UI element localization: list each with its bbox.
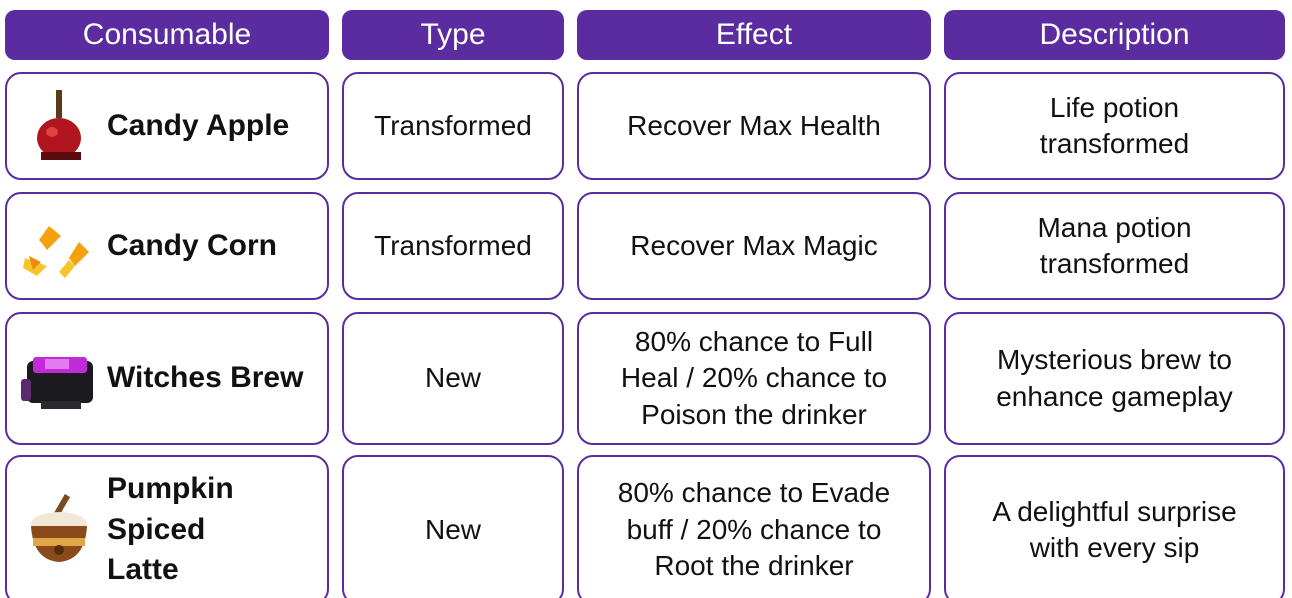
pumpkin-latte-icon (31, 493, 87, 562)
item-name: Pumpkin Spiced Latte (107, 472, 234, 587)
item-effect: Recover Max Health (627, 109, 881, 141)
item-name: Witches Brew (107, 361, 304, 395)
header-cell: Description (944, 10, 1285, 60)
cell: Pumpkin Spiced Latte (5, 455, 329, 598)
item-type: Transformed (374, 229, 532, 261)
item-description: A delightful surprise with every sip (992, 495, 1237, 563)
cell: Candy Apple (5, 72, 329, 180)
item-description: Mana potion transformed (1037, 211, 1192, 279)
cell: Candy Corn (5, 192, 329, 300)
item-effect: 80% chance to Full Heal / 20% chance to … (620, 325, 888, 430)
cell: Transformed (342, 192, 564, 300)
cell: Mysterious brew to enhance gameplay (944, 312, 1285, 445)
candy-apple-icon (37, 90, 81, 160)
item-description: Mysterious brew to enhance gameplay (996, 344, 1233, 412)
item-type: Transformed (374, 109, 532, 141)
item-effect: Recover Max Magic (630, 229, 878, 261)
candy-corn-icon (23, 226, 89, 278)
cell: Recover Max Magic (577, 192, 931, 300)
cell: Transformed (342, 72, 564, 180)
cell: 80% chance to Full Heal / 20% chance to … (577, 312, 931, 445)
cell: New (342, 455, 564, 598)
item-type: New (424, 362, 481, 394)
cell: Witches Brew (5, 312, 329, 445)
cell: 80% chance to Evade buff / 20% chance to… (577, 455, 931, 598)
header-cell: Consumable (5, 10, 329, 60)
item-type: New (424, 513, 481, 545)
header-cell: Type (342, 10, 564, 60)
item-description: Life potion transformed (1039, 91, 1190, 159)
witches-brew-icon (21, 356, 93, 409)
header-cell: Effect (577, 10, 931, 60)
cell: Recover Max Health (577, 72, 931, 180)
cell: Life potion transformed (944, 72, 1285, 180)
cell: Mana potion transformed (944, 192, 1285, 300)
cell: New (342, 312, 564, 445)
item-effect: 80% chance to Evade buff / 20% chance to… (617, 477, 891, 582)
cell: A delightful surprise with every sip (944, 455, 1285, 598)
item-name: Candy Corn (107, 228, 278, 262)
item-name: Candy Apple (107, 108, 290, 142)
